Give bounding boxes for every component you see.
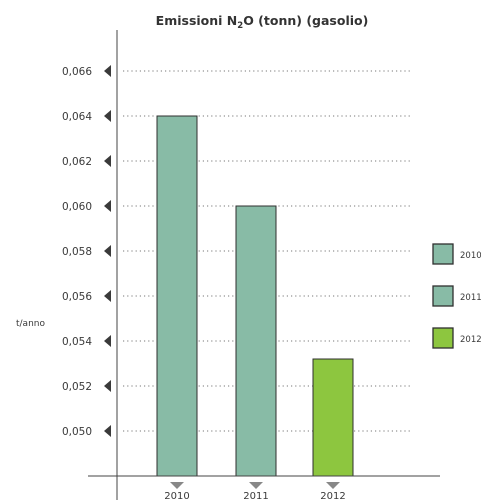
bars <box>156 115 354 477</box>
legend-label: 2011 <box>460 293 481 303</box>
chart-title-part-1: Emissioni N <box>156 13 238 28</box>
legend-swatch <box>432 243 454 265</box>
x-tick-marker <box>326 482 340 489</box>
y-axis-label: t/anno <box>16 319 45 329</box>
y-tick-label: 0,052 <box>62 381 92 393</box>
y-tick-label: 0,050 <box>62 426 92 438</box>
legend: 2010 2011 2012 <box>432 243 481 349</box>
axes <box>88 30 440 500</box>
legend-label: 2010 <box>460 251 481 261</box>
y-tick-marker <box>104 290 111 302</box>
y-tick-marker <box>104 425 111 437</box>
y-tick-label: 0,064 <box>62 111 92 123</box>
chart-title-part-2: O (tonn) (gasolio) <box>243 13 368 28</box>
y-tick-marker <box>104 380 111 392</box>
y-ticks: 0,066 0,064 0,062 0,060 0,058 0,056 0,054 0,052… <box>62 65 111 438</box>
x-tick-label: 2011 <box>243 491 268 502</box>
legend-label: 2012 <box>460 335 481 345</box>
y-tick-label: 0,054 <box>62 336 92 348</box>
legend-swatch <box>432 327 454 349</box>
chart-title: Emissioni N2O (tonn) (gasolio) <box>156 13 369 31</box>
y-tick-label: 0,066 <box>62 66 92 78</box>
y-tick-label: 0,058 <box>62 246 92 258</box>
x-ticks: 2010 2011 2012 <box>164 482 346 502</box>
bar-2012 <box>312 358 354 477</box>
bar-2010 <box>156 115 198 477</box>
y-tick-marker <box>104 155 111 167</box>
y-tick-label: 0,060 <box>62 201 92 213</box>
bar-2011 <box>235 205 277 477</box>
y-tick-label: 0,056 <box>62 291 92 303</box>
chart-title-subscript: 2 <box>237 21 243 31</box>
x-tick-marker <box>249 482 263 489</box>
y-tick-marker <box>104 65 111 77</box>
y-tick-marker <box>104 335 111 347</box>
x-tick-label: 2012 <box>320 491 345 502</box>
y-tick-label: 0,062 <box>62 156 92 168</box>
x-tick-label: 2010 <box>164 491 189 502</box>
y-tick-marker <box>104 200 111 212</box>
y-tick-marker <box>104 110 111 122</box>
x-tick-marker <box>170 482 184 489</box>
legend-swatch <box>432 285 454 307</box>
y-tick-marker <box>104 245 111 257</box>
